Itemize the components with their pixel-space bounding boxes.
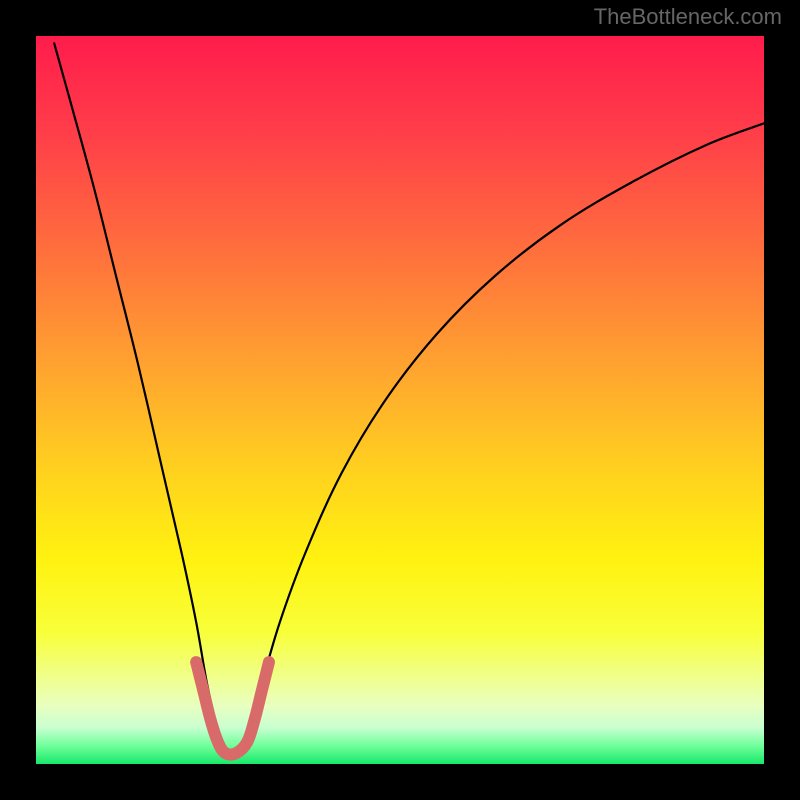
gradient-background [36, 36, 764, 764]
chart-svg [0, 0, 800, 800]
watermark-text: TheBottleneck.com [594, 4, 782, 30]
chart-frame: TheBottleneck.com [0, 0, 800, 800]
